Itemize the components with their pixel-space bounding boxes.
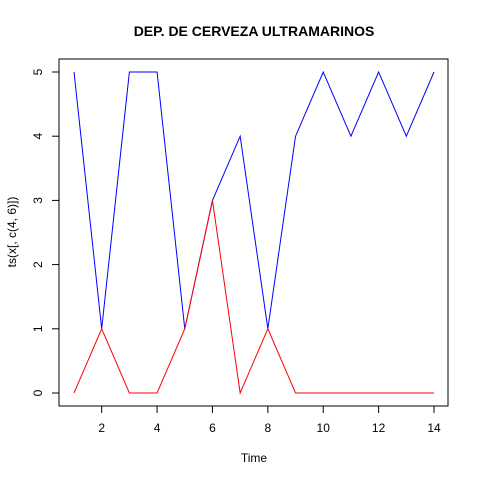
x-tick-label: 12 [372,421,386,435]
x-tick-label: 6 [209,421,216,435]
x-tick-label: 14 [427,421,441,435]
x-tick-label: 2 [98,421,105,435]
y-tick-label: 2 [31,261,45,268]
x-tick-label: 10 [317,421,331,435]
x-axis-label: Time [241,451,268,465]
y-tick-label: 0 [31,389,45,396]
y-tick-label: 1 [31,325,45,332]
y-tick-label: 5 [31,68,45,75]
y-axis-label: ts(x[, c(4, 6)]) [5,197,19,268]
x-tick-label: 4 [154,421,161,435]
y-tick-label: 3 [31,197,45,204]
y-tick-label: 4 [31,133,45,140]
chart-title: DEP. DE CERVEZA ULTRAMARINOS [134,23,375,39]
x-tick-label: 8 [265,421,272,435]
